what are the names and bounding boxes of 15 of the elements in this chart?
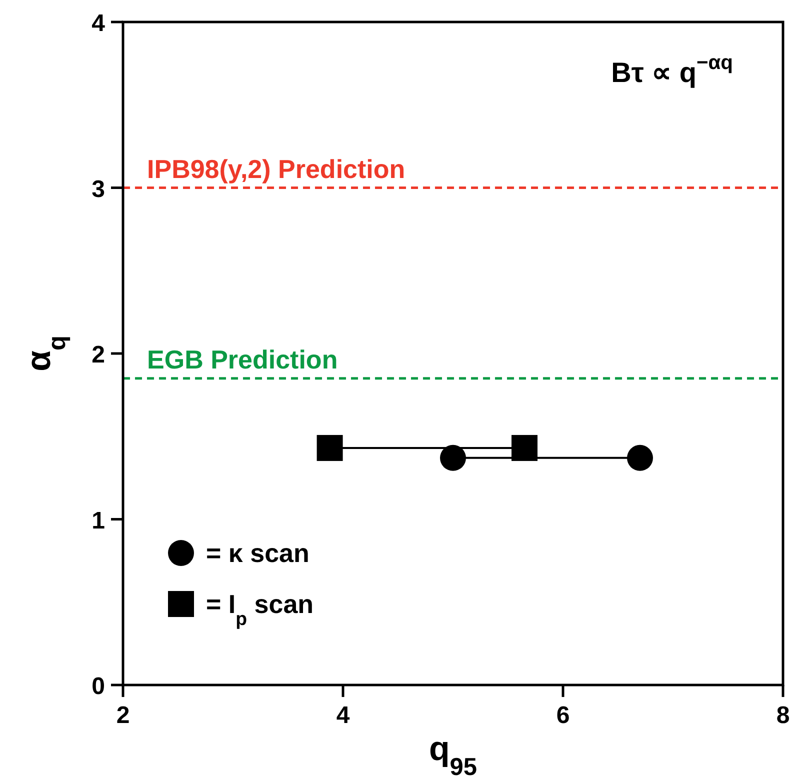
y-tick-label: 3 xyxy=(92,176,105,203)
ref-line-label: IPB98(y,2) Prediction xyxy=(147,154,406,184)
y-tick-label: 0 xyxy=(92,673,105,700)
x-axis-title: q$_{95}$ xyxy=(429,730,477,781)
y-tick-label: 2 xyxy=(92,342,105,368)
x-tick-label: 2 xyxy=(116,702,130,729)
ref-line-label: EGB Prediction xyxy=(147,344,338,374)
x-tick-label: 6 xyxy=(556,702,570,729)
legend-label: = I$_{p}$ scan xyxy=(206,589,314,629)
x-tick-label: 4 xyxy=(336,702,350,729)
y-tick-label: 1 xyxy=(92,507,105,534)
y-tick-label: 4 xyxy=(92,10,106,37)
x-tick-label: 8 xyxy=(776,702,790,729)
legend-label: = κ scan xyxy=(206,538,310,568)
annotation: Bτ ∝ q$^{−αq}$ xyxy=(611,52,733,88)
